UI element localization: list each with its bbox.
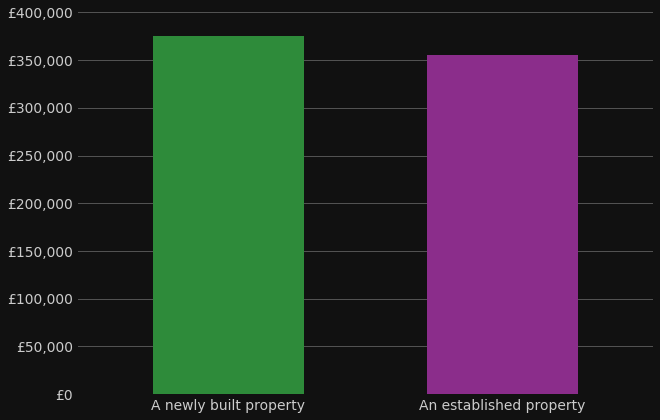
Bar (427, 55, 578, 394)
Bar (153, 36, 304, 394)
